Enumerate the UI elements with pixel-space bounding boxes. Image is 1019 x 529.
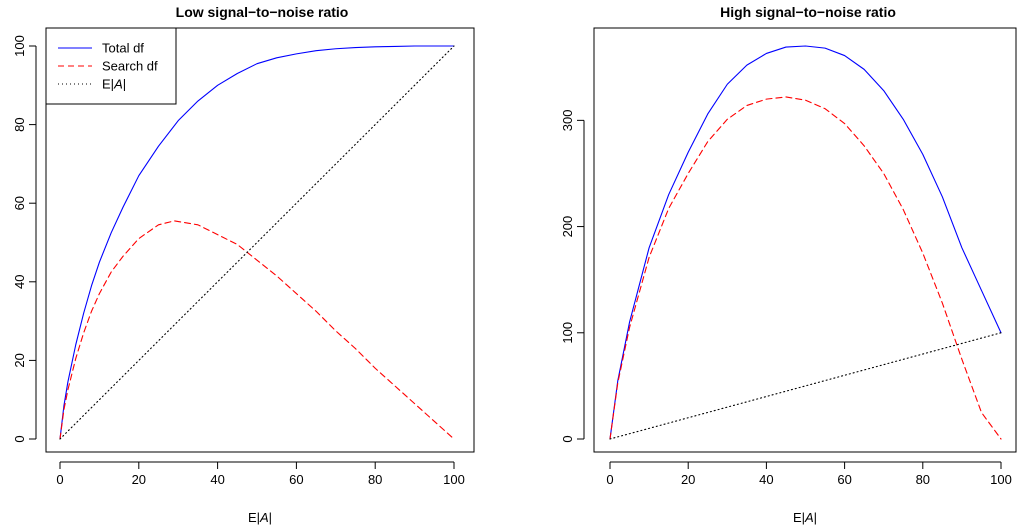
x-axis-label: E|A| [248,510,272,525]
series-line-solid [59,45,455,440]
x-tick-label: 20 [132,472,146,487]
plot-frame [45,27,475,453]
legend-label: Total df [102,41,144,56]
y-tick-label: 300 [560,109,575,131]
legend-label: E|A| [102,77,126,92]
x-tick-label: 100 [990,472,1012,487]
y-tick-label: 40 [12,275,27,289]
x-tick-label: 40 [759,472,773,487]
y-tick-label: 100 [12,35,27,57]
x-tick-label: 0 [606,472,613,487]
y-tick-label: 80 [12,117,27,131]
legend: Total df Search df E|A| [45,27,177,105]
x-tick-label: 20 [681,472,695,487]
series-line-dashed [59,220,455,440]
x-tick-label: 80 [916,472,930,487]
legend-box [45,27,177,105]
y-tick-label: 0 [12,435,27,442]
panel-low-snr: Low signal−to−noise ratio 0 20 40 60 80 100 E|A… [12,4,475,525]
y-tick-label: 200 [560,216,575,238]
x-tick-label: 80 [368,472,382,487]
y-tick-label: 20 [12,353,27,367]
x-tick-label: 60 [289,472,303,487]
x-tick-label: 60 [837,472,851,487]
chart-title: High signal−to−noise ratio [720,4,896,20]
series-line-solid [609,45,1002,440]
y-tick-label: 0 [560,435,575,442]
x-tick-label: 0 [56,472,63,487]
x-axis-label: E|A| [793,510,817,525]
y-tick-label: 100 [560,322,575,344]
y-tick-label: 60 [12,196,27,210]
legend-label: Search df [102,59,158,74]
series-line-dotted [609,332,1002,440]
series-line-dotted [59,45,455,440]
x-tick-label: 100 [443,472,465,487]
x-tick-label: 40 [210,472,224,487]
plot-frame [593,27,1017,453]
chart-title: Low signal−to−noise ratio [176,4,349,20]
panel-high-snr: High signal−to−noise ratio 0 20 40 60 80 100 E|… [560,4,1017,525]
series-line-dashed [609,96,1002,440]
